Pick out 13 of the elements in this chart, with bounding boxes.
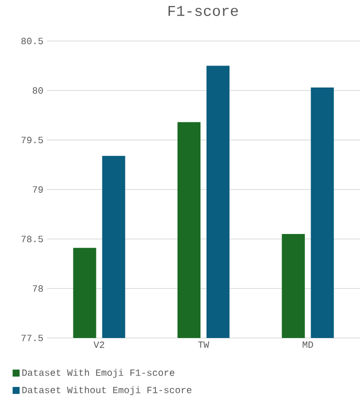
y-tick-label: 79 <box>32 186 43 193</box>
y-tick-label: 78 <box>32 285 43 292</box>
legend-label: Dataset Without Emoji F1-score <box>22 386 192 396</box>
chart-title: F1-score <box>168 6 238 16</box>
x-tick-label: V2 <box>94 342 104 348</box>
x-tick-label: MD <box>302 342 314 348</box>
y-tick-label: 78.5 <box>21 236 43 242</box>
y-tick-label: 80.5 <box>21 38 43 44</box>
legend-label: Dataset With Emoji F1-score <box>22 368 174 378</box>
y-tick-label: 77.5 <box>21 334 43 342</box>
y-tick-label: 80 <box>32 87 43 94</box>
y-tick-label: 79.5 <box>21 136 43 144</box>
x-tick-label: TW <box>198 342 210 348</box>
